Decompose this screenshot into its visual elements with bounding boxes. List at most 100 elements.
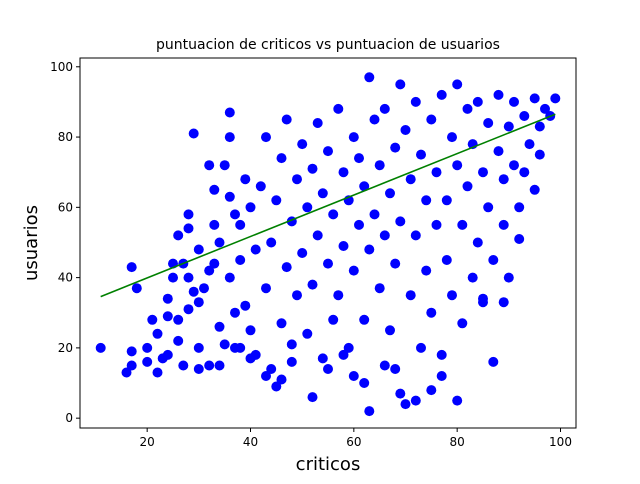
data-point [240, 300, 251, 311]
data-point [436, 371, 447, 381]
data-point [534, 121, 545, 132]
data-point [193, 244, 204, 255]
data-point [224, 191, 235, 202]
data-point [359, 378, 370, 388]
data-point [276, 374, 287, 385]
data-point [400, 125, 411, 135]
data-point [478, 167, 488, 178]
data-point [364, 406, 375, 417]
data-point [152, 367, 163, 378]
data-point [219, 339, 230, 350]
data-point [348, 371, 359, 381]
data-point [193, 364, 204, 374]
data-point [514, 234, 525, 244]
data-point [436, 349, 447, 360]
data-point [126, 360, 137, 371]
data-point [354, 153, 364, 164]
data-point [493, 89, 504, 100]
data-point [457, 318, 468, 329]
data-point [162, 349, 173, 360]
data-point [498, 297, 509, 308]
data-point [183, 272, 194, 283]
data-point [452, 395, 463, 406]
data-point [405, 290, 416, 301]
data-point [421, 265, 432, 276]
y-tick-label: 20 [58, 341, 73, 355]
x-axis-ticks: 20 40 60 80 100 [140, 428, 572, 449]
data-point [550, 93, 561, 104]
data-point [224, 132, 235, 143]
data-point [209, 258, 220, 269]
data-point [503, 121, 514, 132]
data-point [328, 209, 339, 220]
data-point [193, 342, 204, 353]
data-point [193, 297, 204, 308]
data-point [297, 139, 308, 150]
data-point [529, 184, 540, 195]
data-point [421, 195, 432, 206]
data-point [142, 356, 153, 367]
data-point [503, 272, 514, 283]
data-point [395, 216, 406, 227]
data-point [498, 174, 509, 185]
data-point [204, 265, 215, 276]
data-point [307, 279, 318, 290]
data-point [255, 181, 266, 192]
data-point [312, 230, 323, 241]
data-point [452, 160, 463, 171]
data-point [126, 262, 137, 273]
data-point [488, 255, 499, 265]
data-point [514, 202, 525, 213]
data-point [498, 219, 509, 230]
data-point [245, 353, 256, 364]
data-point [483, 202, 494, 213]
data-point [338, 167, 349, 178]
y-tick-label: 40 [58, 271, 73, 285]
data-point [323, 258, 333, 269]
data-point [436, 89, 447, 100]
data-point [204, 360, 215, 371]
data-point [369, 114, 380, 125]
data-point [493, 146, 504, 157]
data-point [209, 219, 220, 230]
data-point [173, 335, 184, 346]
data-point [452, 79, 463, 90]
data-point [95, 342, 106, 353]
data-point [271, 195, 282, 206]
data-point [416, 149, 426, 160]
data-point [385, 188, 395, 199]
data-point [348, 265, 359, 276]
axes-frame [79, 57, 577, 429]
data-point [312, 118, 323, 128]
data-point [266, 237, 277, 248]
data-point [219, 160, 230, 171]
data-point [323, 146, 333, 157]
data-point [447, 132, 457, 143]
data-point [302, 328, 313, 339]
data-point [410, 96, 421, 107]
data-point [534, 149, 545, 160]
data-point [390, 142, 401, 153]
data-point [441, 195, 452, 206]
data-point [379, 360, 390, 371]
data-point [121, 367, 132, 378]
data-point [292, 290, 302, 301]
data-point [271, 381, 282, 392]
data-point [354, 219, 364, 230]
data-point [235, 342, 246, 353]
data-point [178, 360, 189, 371]
data-point [328, 314, 339, 325]
data-point [281, 262, 292, 273]
data-point [379, 230, 390, 241]
data-point [168, 272, 178, 283]
data-point [302, 202, 313, 213]
data-point [317, 353, 328, 364]
data-point [162, 293, 173, 304]
y-tick-label: 100 [50, 60, 73, 74]
x-tick-label: 80 [450, 435, 465, 449]
data-point [338, 349, 349, 360]
data-point [462, 103, 473, 114]
data-point [364, 244, 375, 255]
data-point [405, 174, 416, 185]
data-point [183, 304, 194, 315]
